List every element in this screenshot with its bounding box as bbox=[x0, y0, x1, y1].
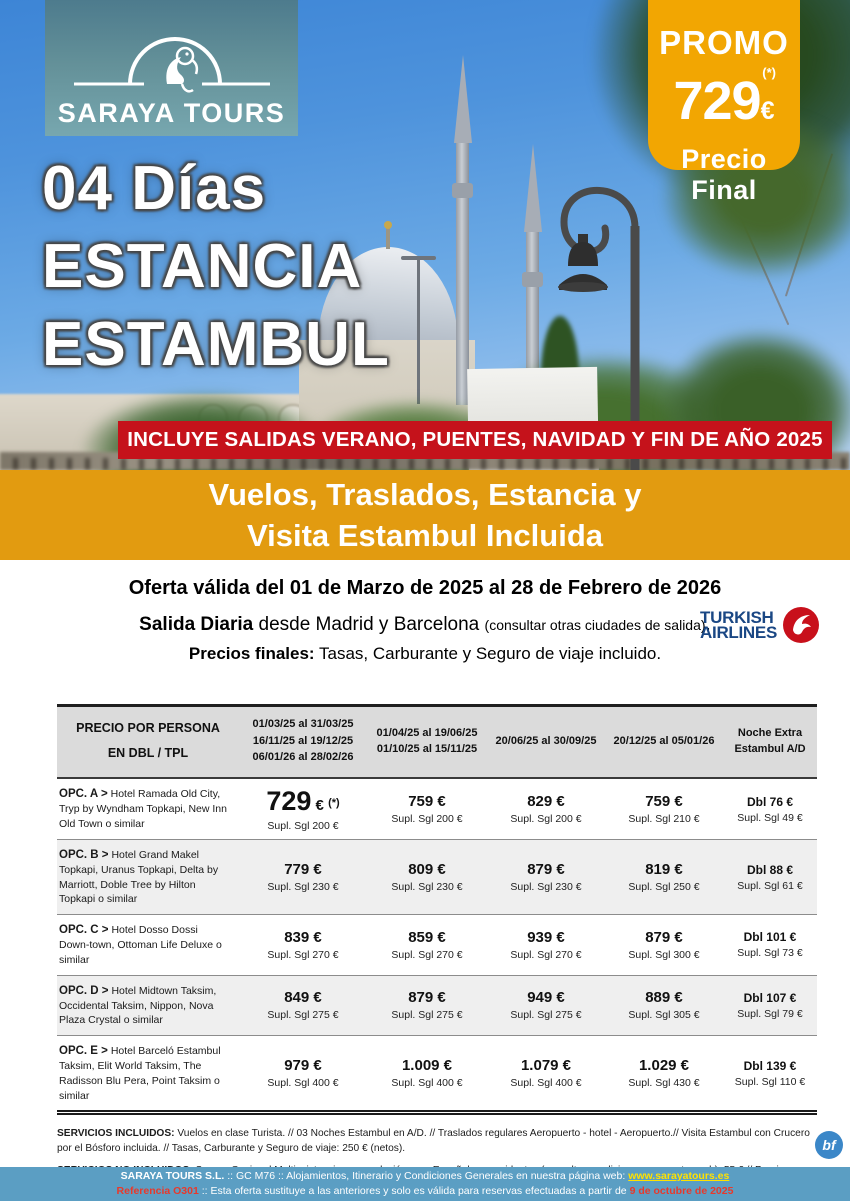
extra-night-cell: Dbl 76 € Supl. Sgl 49 € bbox=[737, 794, 803, 824]
table-row: OPC. E > Hotel Barceló Estambul Taksim, … bbox=[57, 1036, 817, 1116]
extra-night-cell: Dbl 88 € Supl. Sgl 61 € bbox=[737, 862, 803, 892]
promo-price: 729€ bbox=[673, 71, 775, 131]
minaret bbox=[522, 232, 543, 404]
price-cell: 879 € Supl. Sgl 230 € bbox=[510, 861, 582, 894]
extra-night-cell: Dbl 107 € Supl. Sgl 79 € bbox=[737, 990, 803, 1020]
hotel-cell: OPC. C > Hotel Dosso Dossi Down-town, Ot… bbox=[59, 924, 222, 966]
includes-banner: INCLUYE SALIDAS VERANO, PUENTES, NAVIDAD… bbox=[118, 421, 832, 459]
price-cell: 849 € Supl. Sgl 275 € bbox=[267, 989, 339, 1022]
included-services-banner: Vuelos, Traslados, Estancia y Visita Est… bbox=[0, 470, 850, 560]
table-header-row: PRECIO POR PERSONA EN DBL / TPL 01/03/25… bbox=[57, 704, 817, 779]
col-header-season-4: 20/12/25 al 05/01/26 bbox=[613, 734, 715, 747]
hotel-cell: OPC. E > Hotel Barceló Estambul Taksim, … bbox=[59, 1045, 221, 1102]
page-title: 04 Días ESTANCIA ESTAMBUL bbox=[42, 150, 390, 384]
price-table: PRECIO POR PERSONA EN DBL / TPL 01/03/25… bbox=[57, 704, 817, 1116]
hotel-cell: OPC. D > Hotel Midtown Taksim, Occidenta… bbox=[59, 984, 217, 1027]
extra-night-cell: Dbl 139 € Supl. Sgl 110 € bbox=[734, 1058, 806, 1088]
saraya-logo-bird-icon bbox=[73, 37, 270, 93]
price-cell: 939 € Supl. Sgl 270 € bbox=[510, 928, 582, 961]
price-cell: 979 € Supl. Sgl 400 € bbox=[267, 1057, 339, 1090]
footer-bar: SARAYA TOURS S.L. :: GC M76 :: Alojamien… bbox=[0, 1167, 850, 1201]
promo-final-label: Precio Final bbox=[681, 144, 767, 205]
istanbul-photo: SARAYA TOURS PROMO (*) 729€ Precio Final… bbox=[0, 0, 850, 470]
logo-wordmark: SARAYA TOURS bbox=[57, 98, 286, 128]
price-cell: 819 € Supl. Sgl 250 € bbox=[628, 861, 700, 894]
title-line-3: ESTAMBUL bbox=[42, 310, 390, 379]
extra-night-cell: Dbl 101 € Supl. Sgl 73 € bbox=[737, 930, 803, 960]
col-header-price-per-person: PRECIO POR PERSONA EN DBL / TPL bbox=[76, 721, 220, 760]
table-row: OPC. D > Hotel Midtown Taksim, Occidenta… bbox=[57, 975, 817, 1037]
price-cell: 809 € Supl. Sgl 230 € bbox=[391, 861, 463, 894]
note-servicios-incluidos: SERVICIOS INCLUIDOS: Vuelos en clase Tur… bbox=[57, 1128, 810, 1154]
table-row: OPC. C > Hotel Dosso Dossi Down-town, Ot… bbox=[57, 915, 817, 976]
website-link[interactable]: www.sarayatours.es bbox=[628, 1170, 730, 1182]
table-row: OPC. A > Hotel Ramada Old City, Tryp by … bbox=[57, 779, 817, 840]
price-cell: 1.029 € Supl. Sgl 430 € bbox=[628, 1057, 700, 1090]
footer-line-1: SARAYA TOURS S.L. :: GC M76 :: Alojamien… bbox=[120, 1170, 730, 1182]
promo-label: PROMO bbox=[659, 24, 789, 61]
orange-banner-line-1: Vuelos, Traslados, Estancia y bbox=[208, 477, 642, 512]
final-price-info: Precios finales: Tasas, Carburante y Seg… bbox=[188, 644, 662, 663]
price-cell: 729 € (*) Supl. Sgl 200 € bbox=[266, 786, 340, 832]
price-cell: 1.079 € Supl. Sgl 400 € bbox=[510, 1057, 582, 1090]
price-cell: 879 € Supl. Sgl 300 € bbox=[628, 928, 700, 961]
minaret bbox=[452, 143, 473, 405]
bf-logo: bf bbox=[815, 1131, 843, 1159]
promo-asterisk: (*) bbox=[762, 65, 776, 80]
offer-validity: Oferta válida del 01 de Marzo de 2025 al… bbox=[128, 577, 722, 599]
title-line-1: 04 Días bbox=[42, 154, 267, 223]
title-line-2: ESTANCIA bbox=[42, 232, 363, 301]
price-cell: 779 € Supl. Sgl 230 € bbox=[267, 861, 339, 894]
price-cell: 889 € Supl. Sgl 305 € bbox=[628, 989, 700, 1022]
departure-info: Salida Diaria desde Madrid y Barcelona (… bbox=[139, 614, 711, 635]
price-cell: 829 € Supl. Sgl 200 € bbox=[510, 793, 582, 825]
turkish-airlines-emblem-icon bbox=[783, 607, 819, 643]
streetlight bbox=[401, 256, 436, 404]
price-cell: 1.009 € Supl. Sgl 400 € bbox=[391, 1057, 463, 1090]
turkish-airlines-logo: TURKISH AIRLINES bbox=[700, 606, 820, 644]
hotel-cell: OPC. A > Hotel Ramada Old City, Tryp by … bbox=[59, 788, 227, 831]
price-cell: 839 € Supl. Sgl 270 € bbox=[267, 928, 339, 961]
price-cell: 759 € Supl. Sgl 200 € bbox=[391, 793, 463, 825]
price-cell: 949 € Supl. Sgl 275 € bbox=[510, 989, 582, 1022]
col-header-extra-night: Noche Extra Estambul A/D bbox=[734, 726, 806, 756]
turkish-airlines-wordmark: TURKISH AIRLINES bbox=[700, 608, 777, 642]
col-header-season-1: 01/03/25 al 31/03/25 16/11/25 al 19/12/2… bbox=[252, 718, 354, 764]
orange-banner-line-2: Visita Estambul Incluida bbox=[246, 518, 604, 553]
hotel-cell: OPC. B > Hotel Grand Makel Topkapi, Uran… bbox=[59, 849, 219, 906]
footer-line-2: Referencia O301 :: Esta oferta sustituye… bbox=[116, 1185, 734, 1197]
col-header-season-3: 20/06/25 al 30/09/25 bbox=[495, 734, 597, 747]
table-row: OPC. B > Hotel Grand Makel Topkapi, Uran… bbox=[57, 840, 817, 916]
promo-badge: PROMO (*) 729€ Precio Final bbox=[648, 0, 800, 205]
offer-info: Oferta válida del 01 de Marzo de 2025 al… bbox=[0, 560, 850, 688]
price-cell: 859 € Supl. Sgl 270 € bbox=[391, 928, 463, 961]
price-cell: 879 € Supl. Sgl 275 € bbox=[391, 989, 463, 1022]
col-header-season-2: 01/04/25 al 19/06/25 01/10/25 al 15/11/2… bbox=[376, 726, 478, 756]
saraya-tours-logo: SARAYA TOURS bbox=[45, 0, 298, 136]
price-cell: 759 € Supl. Sgl 210 € bbox=[628, 793, 700, 825]
